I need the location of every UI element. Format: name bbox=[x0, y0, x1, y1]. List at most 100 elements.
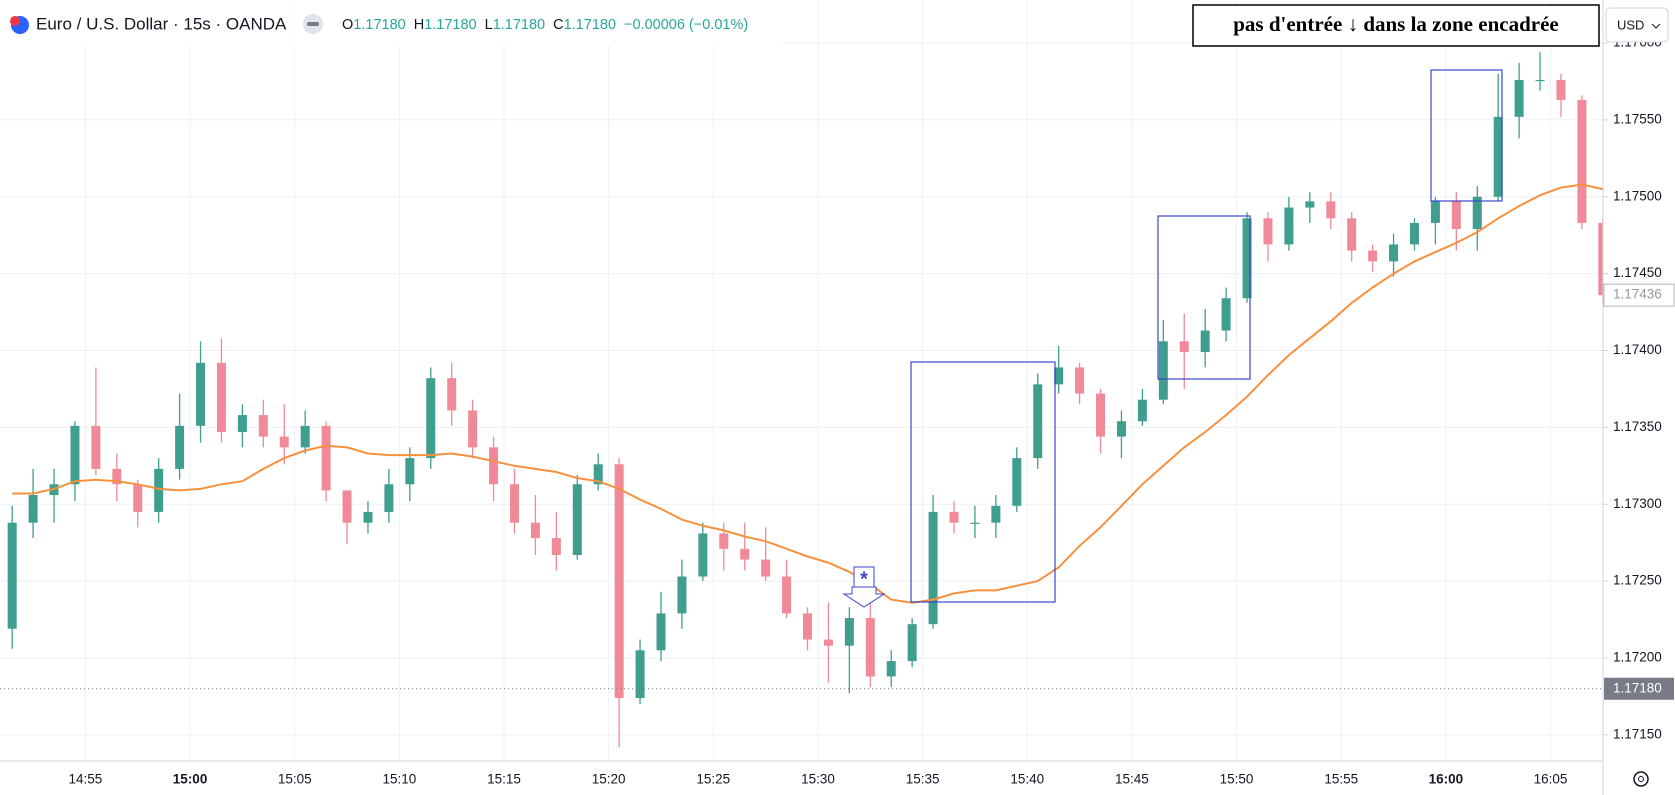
candle-body bbox=[384, 484, 394, 512]
candle-body bbox=[1368, 250, 1378, 262]
x-tick-label: 15:55 bbox=[1324, 772, 1358, 787]
candle-body bbox=[1409, 222, 1419, 245]
candle-body bbox=[1598, 222, 1603, 296]
candle-body bbox=[196, 362, 206, 426]
candle-body bbox=[112, 468, 122, 485]
x-tick-label: 15:35 bbox=[906, 772, 940, 787]
candle-body bbox=[1430, 201, 1440, 223]
collapse-icon bbox=[307, 22, 319, 26]
candle-body bbox=[133, 484, 143, 512]
y-tick-label: 1.17350 bbox=[1613, 419, 1662, 434]
price-line-label: 1.17180 bbox=[1613, 680, 1662, 695]
price-line-tag bbox=[1604, 677, 1674, 700]
y-tick-label: 1.17500 bbox=[1613, 188, 1662, 203]
candle-body bbox=[1200, 330, 1210, 353]
candle-body bbox=[740, 548, 750, 560]
candle-body bbox=[1389, 244, 1399, 262]
candle-body bbox=[7, 522, 17, 629]
zones bbox=[910, 69, 1503, 603]
ohlc-key: H bbox=[414, 17, 424, 33]
y-tick-label: 1.17450 bbox=[1613, 265, 1662, 280]
candle-body bbox=[1054, 367, 1064, 385]
candle-body bbox=[1556, 79, 1566, 100]
marker-arrow bbox=[842, 586, 886, 608]
candle-body bbox=[28, 495, 38, 523]
candle-body bbox=[1326, 201, 1336, 219]
candle-body bbox=[1075, 367, 1085, 394]
symbol-title[interactable]: Euro / U.S. Dollar · 15s · OANDA bbox=[36, 14, 287, 33]
candle-body bbox=[342, 490, 352, 523]
x-tick-label: 15:15 bbox=[487, 772, 521, 787]
candle-body bbox=[426, 378, 436, 459]
candle-body bbox=[1535, 79, 1545, 82]
currency-button[interactable] bbox=[1605, 7, 1669, 43]
candle-body bbox=[1137, 399, 1147, 422]
candle-body bbox=[1033, 384, 1043, 459]
candle-body bbox=[216, 362, 226, 433]
candle-body bbox=[363, 511, 373, 523]
ohlc-legend: O1.17180 H1.17180 L1.17180 C1.17180 −0.00006… bbox=[342, 17, 748, 33]
ohlc-value: 1.17180 bbox=[493, 17, 545, 33]
candle-body bbox=[509, 484, 519, 523]
annotation: pas d'entrée ↓ dans la zone encadrée bbox=[1233, 12, 1558, 36]
candle-body bbox=[803, 613, 813, 640]
x-tick-label: 14:55 bbox=[69, 772, 103, 787]
candle-body bbox=[1347, 218, 1357, 251]
candle-body bbox=[928, 511, 938, 625]
candle-body bbox=[1284, 207, 1294, 245]
candle-body bbox=[551, 538, 561, 555]
y-tick-label: 1.17200 bbox=[1613, 650, 1662, 665]
candle-body bbox=[635, 650, 645, 698]
x-tick-label: 16:05 bbox=[1534, 772, 1568, 787]
candle-body bbox=[572, 484, 582, 555]
currency-label[interactable]: USD bbox=[1617, 17, 1644, 32]
zone-box bbox=[1157, 215, 1251, 380]
y-tick-label: 1.17550 bbox=[1613, 111, 1662, 126]
candle-body bbox=[1242, 218, 1252, 299]
dropdown-icon bbox=[1651, 23, 1661, 29]
candle-body bbox=[300, 425, 310, 448]
x-tick-label: 15:25 bbox=[696, 772, 730, 787]
candle-body bbox=[698, 533, 708, 577]
candle-body bbox=[1305, 201, 1315, 208]
candle-body bbox=[1012, 458, 1022, 506]
y-tick-label: 1.17300 bbox=[1613, 496, 1662, 511]
candle-body bbox=[782, 576, 792, 614]
candle-body bbox=[823, 639, 833, 646]
candle-body bbox=[719, 533, 729, 549]
candle-body bbox=[656, 613, 666, 651]
candle-body bbox=[1096, 393, 1106, 437]
header-bg bbox=[0, 0, 780, 46]
moving-average bbox=[12, 183, 1603, 604]
y-tick-label: 1.17150 bbox=[1613, 726, 1662, 741]
ohlc-key: L bbox=[485, 17, 493, 33]
candle-body bbox=[593, 464, 603, 485]
candle-body bbox=[530, 522, 540, 539]
candle-body bbox=[279, 436, 289, 448]
x-tick-label: 15:10 bbox=[382, 772, 416, 787]
candle-body bbox=[865, 618, 875, 677]
y-tick-label: 1.17250 bbox=[1613, 573, 1662, 588]
candle-body bbox=[844, 618, 854, 646]
candle-body bbox=[949, 511, 959, 523]
candle-body bbox=[468, 410, 478, 448]
candle-body bbox=[886, 661, 896, 677]
candle-body bbox=[237, 415, 247, 433]
candle-body bbox=[970, 522, 980, 524]
candle-body bbox=[1493, 116, 1503, 197]
candle-body bbox=[405, 458, 415, 485]
zone-box bbox=[1430, 69, 1503, 202]
annotation-box bbox=[1192, 4, 1600, 47]
candle-body bbox=[91, 425, 101, 469]
candle-body bbox=[761, 559, 771, 577]
settings-button[interactable] bbox=[1633, 771, 1649, 787]
ohlc-value: 1.17180 bbox=[424, 17, 476, 33]
y-tick-label: 1.17400 bbox=[1613, 342, 1662, 357]
x-tick-label: 15:30 bbox=[801, 772, 835, 787]
ohlc-key: C bbox=[553, 17, 563, 33]
grid bbox=[0, 0, 1603, 761]
candle-body bbox=[321, 425, 331, 491]
